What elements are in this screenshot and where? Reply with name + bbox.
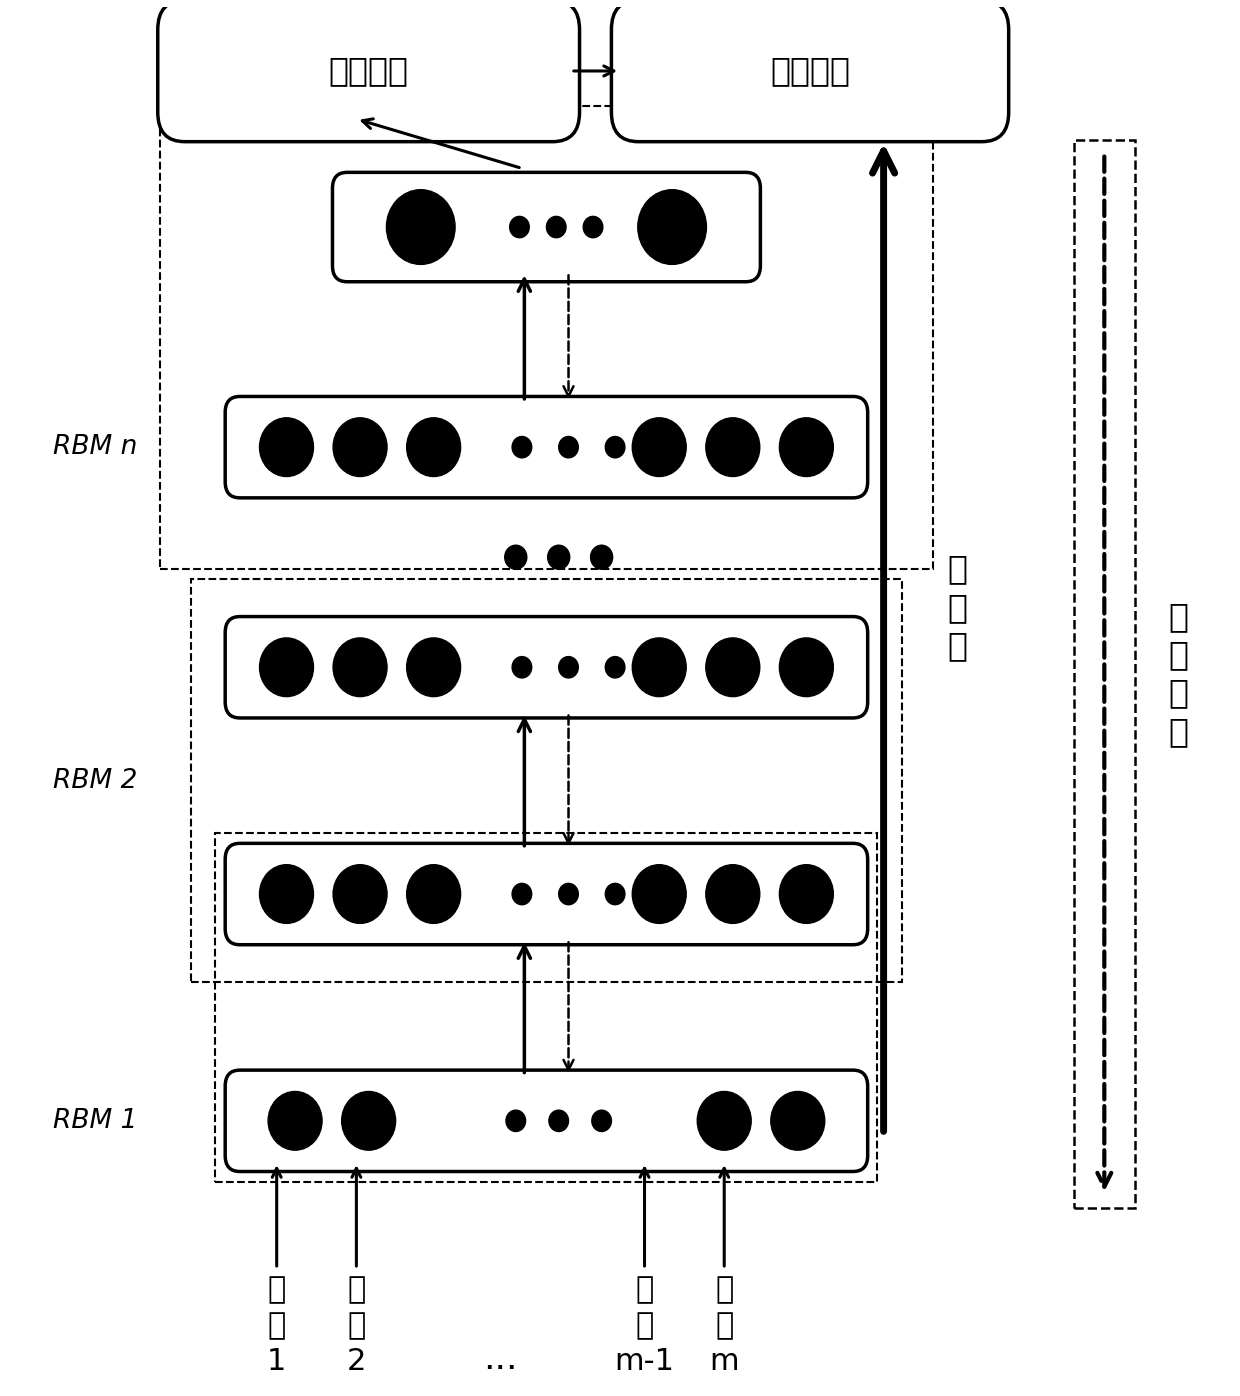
Circle shape xyxy=(268,1092,322,1150)
Circle shape xyxy=(387,190,455,264)
Circle shape xyxy=(632,864,686,923)
Circle shape xyxy=(559,884,578,905)
FancyBboxPatch shape xyxy=(611,0,1008,141)
Circle shape xyxy=(706,864,760,923)
Circle shape xyxy=(706,417,760,476)
Text: 反
向
微
调: 反 向 微 调 xyxy=(1168,600,1188,748)
Circle shape xyxy=(334,638,387,697)
Circle shape xyxy=(334,417,387,476)
Circle shape xyxy=(512,437,532,458)
FancyBboxPatch shape xyxy=(226,617,868,718)
Circle shape xyxy=(407,638,460,697)
Circle shape xyxy=(706,638,760,697)
Text: RBM n: RBM n xyxy=(53,434,138,461)
Circle shape xyxy=(637,190,707,264)
Circle shape xyxy=(549,1110,568,1132)
Circle shape xyxy=(259,864,314,923)
Circle shape xyxy=(590,546,613,570)
Text: 指
标
m: 指 标 m xyxy=(709,1276,739,1376)
Circle shape xyxy=(559,437,578,458)
Circle shape xyxy=(407,864,460,923)
Circle shape xyxy=(605,884,625,905)
Circle shape xyxy=(583,216,603,237)
Circle shape xyxy=(548,546,569,570)
Text: RBM 2: RBM 2 xyxy=(53,768,138,794)
Circle shape xyxy=(559,656,578,678)
Circle shape xyxy=(505,546,527,570)
Circle shape xyxy=(506,1110,526,1132)
Circle shape xyxy=(342,1092,396,1150)
Circle shape xyxy=(547,216,565,237)
Text: 预
训
练: 预 训 练 xyxy=(947,553,967,662)
Circle shape xyxy=(771,1092,825,1150)
Circle shape xyxy=(510,216,529,237)
Circle shape xyxy=(605,656,625,678)
Circle shape xyxy=(512,656,532,678)
Text: 训练输入: 训练输入 xyxy=(329,54,409,88)
Text: 指
标
2: 指 标 2 xyxy=(347,1276,366,1376)
Circle shape xyxy=(334,864,387,923)
FancyBboxPatch shape xyxy=(157,0,579,141)
Text: 指
标
1: 指 标 1 xyxy=(267,1276,286,1376)
Circle shape xyxy=(780,417,833,476)
FancyBboxPatch shape xyxy=(226,396,868,498)
Circle shape xyxy=(591,1110,611,1132)
Circle shape xyxy=(605,437,625,458)
Circle shape xyxy=(407,417,460,476)
Circle shape xyxy=(780,638,833,697)
Circle shape xyxy=(632,638,686,697)
Circle shape xyxy=(259,638,314,697)
FancyBboxPatch shape xyxy=(226,1071,868,1171)
Text: 标准标注: 标准标注 xyxy=(770,54,851,88)
Text: RBM 1: RBM 1 xyxy=(53,1108,138,1134)
Text: 指
标
m-1: 指 标 m-1 xyxy=(615,1276,675,1376)
Circle shape xyxy=(259,417,314,476)
Text: ···: ··· xyxy=(484,1351,518,1386)
Circle shape xyxy=(632,417,686,476)
FancyBboxPatch shape xyxy=(332,172,760,282)
Circle shape xyxy=(780,864,833,923)
FancyBboxPatch shape xyxy=(226,843,868,945)
Circle shape xyxy=(697,1092,751,1150)
Circle shape xyxy=(512,884,532,905)
